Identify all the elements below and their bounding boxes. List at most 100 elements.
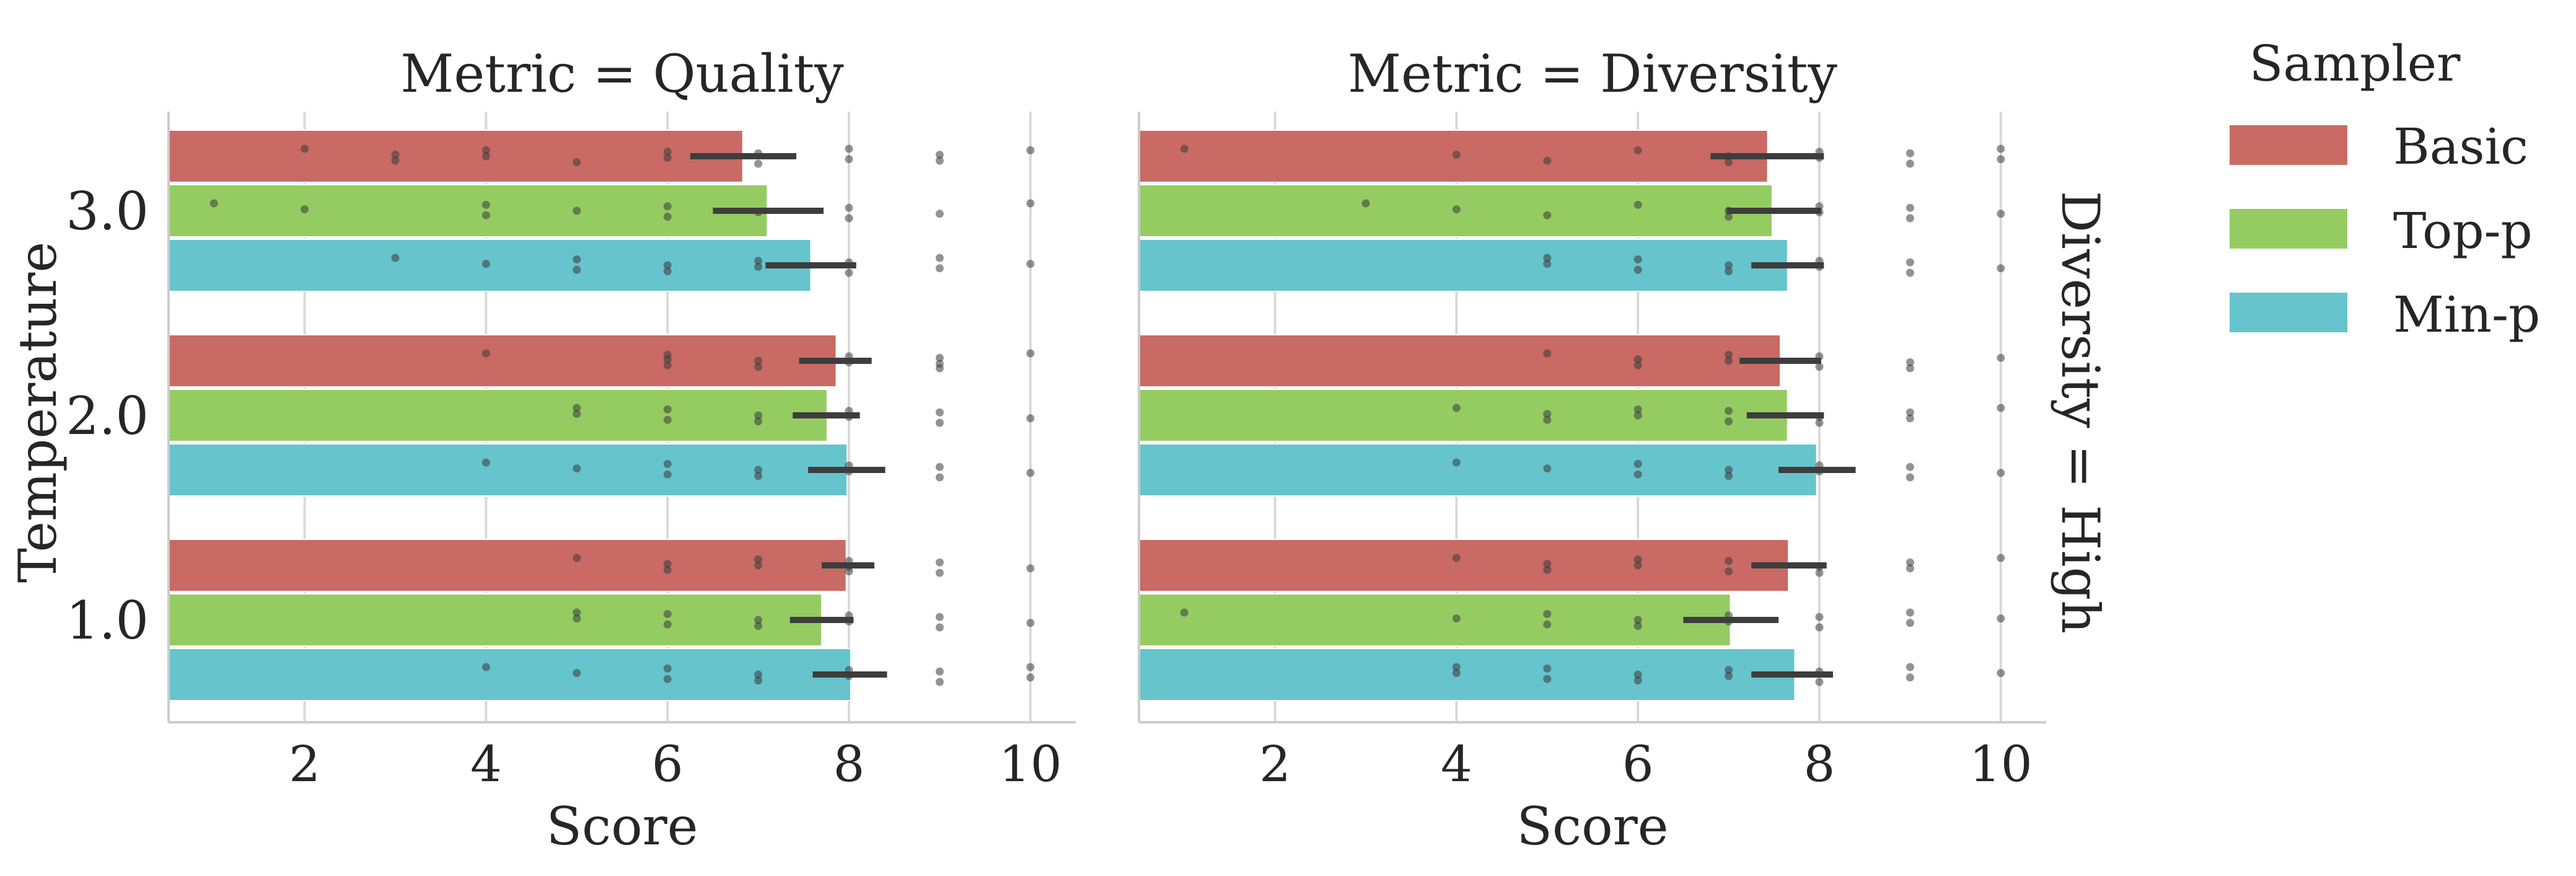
strip-point-basic-temp-1.0 [1452,554,1461,562]
strip-point-min-p-temp-3.0 [1997,264,2005,273]
strip-point-basic-temp-1.0 [1997,554,2005,562]
y-tick-label-2.0: 2.0 [66,386,149,446]
strip-point-min-p-temp-2.0 [1633,459,1642,468]
strip-point-min-p-temp-3.0 [935,264,944,273]
x-tick-label-6: 6 [1622,735,1654,793]
strip-point-min-p-temp-1.0 [1452,669,1461,678]
bar-top-p-temp-2.0 [1138,389,1788,442]
strip-point-min-p-temp-1.0 [481,663,490,671]
strip-point-basic-temp-3.0 [1026,146,1035,154]
strip-point-top-p-temp-1.0 [935,613,944,621]
strip-point-basic-temp-2.0 [935,360,944,368]
strip-point-basic-temp-3.0 [1906,149,1914,157]
strip-point-top-p-temp-3.0 [1452,205,1461,214]
strip-point-top-p-temp-1.0 [1452,614,1461,623]
x-tick-label-10: 10 [1969,735,2033,793]
strip-point-top-p-temp-2.0 [663,405,672,414]
strip-point-basic-temp-1.0 [1026,564,1035,573]
strip-point-top-p-temp-2.0 [935,418,944,427]
strip-point-min-p-temp-3.0 [754,262,763,271]
strip-point-top-p-temp-2.0 [1633,405,1642,414]
strip-point-top-p-temp-2.0 [1906,408,1914,417]
strip-point-top-p-temp-3.0 [845,214,853,223]
strip-point-top-p-temp-2.0 [1543,415,1552,424]
legend-label-basic: Basic [2393,118,2528,175]
strip-point-top-p-temp-1.0 [1906,608,1914,617]
strip-point-basic-temp-3.0 [663,148,672,156]
strip-point-min-p-temp-2.0 [1633,470,1642,479]
strip-point-basic-temp-3.0 [845,155,853,164]
x-axis-label: Score [546,796,698,857]
strip-point-min-p-temp-3.0 [481,260,490,268]
strip-point-min-p-temp-1.0 [1452,663,1461,671]
strip-point-top-p-temp-3.0 [481,211,490,219]
strip-point-basic-temp-1.0 [1906,564,1914,573]
strip-point-top-p-temp-3.0 [573,206,581,215]
strip-point-top-p-temp-2.0 [1725,417,1733,426]
bar-top-p-temp-1.0 [1138,593,1731,647]
strip-point-top-p-temp-2.0 [1633,411,1642,420]
strip-point-min-p-temp-1.0 [935,678,944,686]
strip-point-top-p-temp-2.0 [1997,404,2005,412]
legend-swatch-top-p [2230,209,2347,249]
x-tick-label-6: 6 [652,735,684,793]
strip-point-basic-temp-3.0 [1633,146,1642,154]
strip-point-basic-temp-1.0 [573,554,581,562]
bar-top-p-temp-3.0 [168,184,768,237]
strip-point-min-p-temp-1.0 [754,670,763,679]
strip-point-basic-temp-2.0 [1997,353,2005,362]
x-tick-label-8: 8 [833,735,865,793]
strip-point-min-p-temp-1.0 [1906,673,1914,682]
legend-label-top-p: Top-p [2393,202,2533,260]
strip-point-min-p-temp-2.0 [935,462,944,471]
strip-point-top-p-temp-1.0 [1633,622,1642,630]
strip-point-min-p-temp-3.0 [1906,258,1914,267]
strip-point-min-p-temp-3.0 [1725,267,1733,276]
strip-point-basic-temp-1.0 [1815,569,1824,577]
strip-point-top-p-temp-2.0 [1452,404,1461,412]
strip-point-basic-temp-2.0 [935,353,944,362]
strip-point-min-p-temp-1.0 [1906,663,1914,671]
strip-point-top-p-temp-3.0 [1906,203,1914,212]
strip-point-top-p-temp-1.0 [663,609,672,618]
strip-point-min-p-temp-3.0 [573,265,581,274]
panel-title: Metric = Diversity [1348,43,1838,104]
x-tick-label-8: 8 [1804,735,1835,793]
strip-point-top-p-temp-3.0 [1997,210,2005,218]
strip-point-top-p-temp-1.0 [1180,608,1189,617]
bar-basic-temp-3.0 [168,130,744,183]
strip-point-top-p-temp-3.0 [1906,214,1914,223]
strip-point-top-p-temp-2.0 [754,417,763,426]
y-axis-label: Temperature [7,242,68,583]
strip-point-top-p-temp-3.0 [301,205,309,214]
strip-point-basic-temp-3.0 [754,159,763,168]
strip-point-min-p-temp-3.0 [935,254,944,262]
strip-point-basic-temp-1.0 [1543,565,1552,574]
strip-point-top-p-temp-3.0 [663,202,672,211]
strip-point-basic-temp-1.0 [1725,567,1733,576]
strip-point-basic-temp-3.0 [1543,156,1552,165]
strip-point-top-p-temp-1.0 [1633,616,1642,624]
bar-min-p-temp-1.0 [1138,648,1796,701]
strip-point-top-p-temp-3.0 [935,210,944,218]
strip-point-basic-temp-1.0 [754,561,763,570]
bar-top-p-temp-1.0 [168,593,823,647]
y-tick-label-1.0: 1.0 [66,590,149,651]
strip-point-top-p-temp-3.0 [209,199,218,208]
strip-point-basic-temp-1.0 [1633,561,1642,570]
strip-point-top-p-temp-2.0 [935,408,944,417]
strip-point-top-p-temp-2.0 [754,411,763,420]
strip-point-basic-temp-3.0 [391,156,400,165]
strip-point-min-p-temp-1.0 [663,664,672,673]
strip-point-basic-temp-2.0 [1543,349,1552,358]
bar-basic-temp-2.0 [1138,334,1782,387]
strip-point-min-p-temp-1.0 [1633,670,1642,679]
strip-point-min-p-temp-3.0 [845,268,853,277]
legend: Sampler Basic Top-p Min-p [2230,35,2540,343]
strip-point-basic-temp-3.0 [1180,144,1189,153]
strip-point-min-p-temp-2.0 [754,466,763,474]
strip-point-basic-temp-1.0 [935,558,944,567]
strip-point-min-p-temp-1.0 [1633,676,1642,685]
